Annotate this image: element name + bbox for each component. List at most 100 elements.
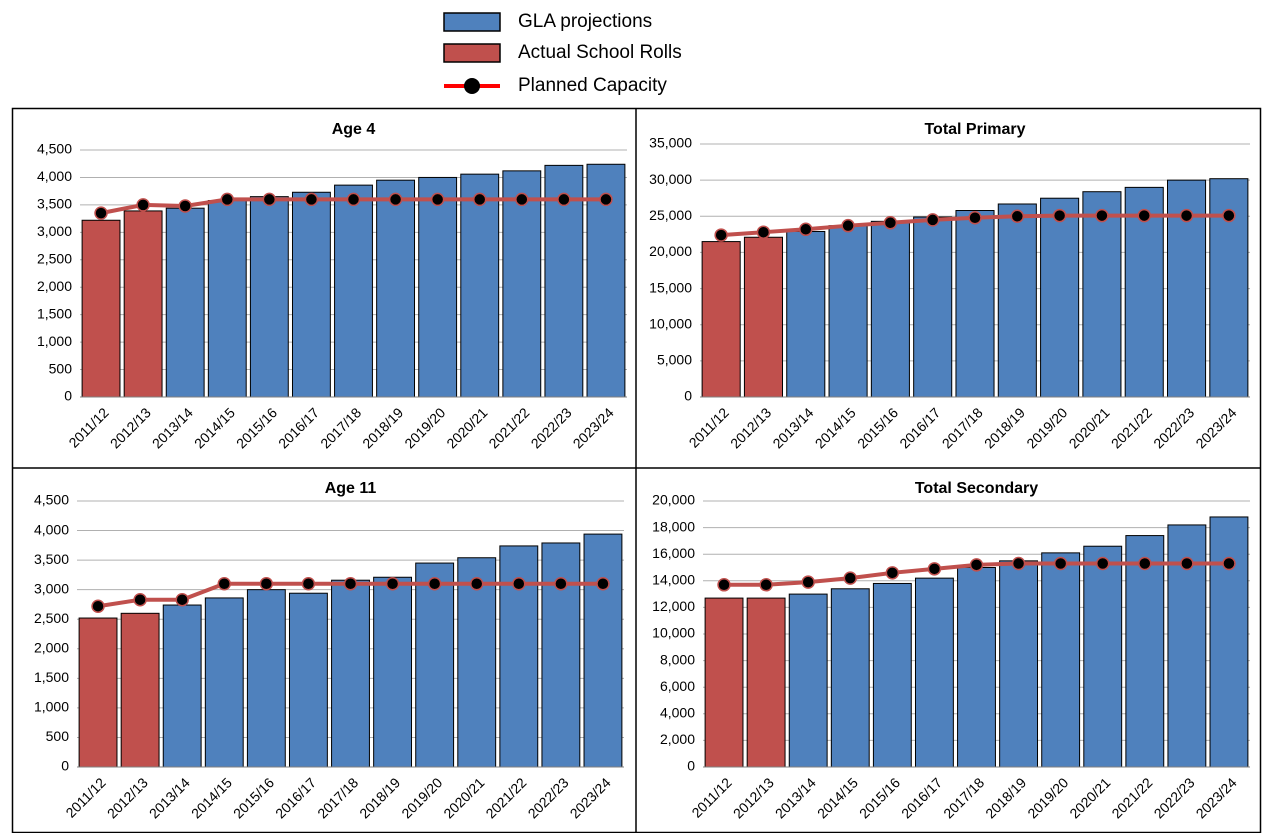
y-tick-label: 2,500 bbox=[37, 250, 72, 266]
y-tick-label: 4,000 bbox=[660, 705, 695, 721]
bar bbox=[123, 210, 163, 398]
y-tick-label: 8,000 bbox=[660, 651, 695, 667]
chart-title: Age 4 bbox=[332, 121, 376, 138]
bar bbox=[460, 173, 500, 398]
y-tick-label: 2,500 bbox=[34, 610, 69, 626]
y-tick-label: 3,000 bbox=[37, 223, 72, 239]
y-tick-label: 0 bbox=[687, 758, 695, 774]
bar bbox=[1083, 545, 1123, 768]
capacity-marker bbox=[343, 577, 358, 591]
capacity-marker bbox=[557, 192, 571, 207]
x-tick-label: 2016/17 bbox=[896, 404, 943, 451]
capacity-marker bbox=[1222, 208, 1236, 223]
bar bbox=[1040, 197, 1080, 398]
x-tick-label: 2018/19 bbox=[359, 404, 406, 451]
x-tick-label: 2011/12 bbox=[65, 404, 112, 451]
y-tick-label: 0 bbox=[64, 388, 72, 404]
bar bbox=[828, 225, 868, 398]
bar bbox=[955, 210, 995, 398]
capacity-marker bbox=[969, 558, 984, 572]
bar bbox=[1125, 535, 1165, 768]
capacity-marker bbox=[927, 562, 942, 576]
capacity-marker bbox=[759, 578, 773, 592]
x-tick-label: 2019/20 bbox=[401, 404, 448, 451]
x-tick-label: 2015/16 bbox=[856, 774, 903, 821]
y-tick-label: 10,000 bbox=[649, 315, 692, 331]
bar bbox=[743, 236, 784, 398]
y-tick-label: 4,000 bbox=[34, 521, 69, 537]
bar bbox=[502, 170, 542, 398]
capacity-marker bbox=[1095, 208, 1109, 223]
x-tick-label: 2021/22 bbox=[1108, 774, 1155, 821]
capacity-marker bbox=[259, 577, 274, 591]
x-tick-label: 2021/22 bbox=[485, 404, 532, 451]
capacity-marker bbox=[799, 222, 813, 237]
y-tick-label: 10,000 bbox=[652, 625, 695, 641]
y-tick-label: 4,000 bbox=[37, 168, 72, 184]
capacity-marker bbox=[220, 192, 235, 207]
y-tick-label: 6,000 bbox=[660, 678, 695, 694]
capacity-marker bbox=[178, 199, 192, 213]
capacity-marker bbox=[91, 599, 105, 613]
bar bbox=[872, 582, 912, 768]
chart-title: Total Secondary bbox=[915, 480, 1038, 497]
capacity-marker bbox=[515, 192, 529, 207]
capacity-marker bbox=[1179, 208, 1194, 223]
bar bbox=[1209, 516, 1249, 768]
x-tick-label: 2014/15 bbox=[812, 404, 859, 451]
x-tick-label: 2020/21 bbox=[440, 774, 487, 821]
y-tick-label: 1,500 bbox=[34, 669, 69, 685]
legend-swatch bbox=[443, 12, 501, 32]
y-tick-label: 35,000 bbox=[649, 135, 692, 151]
x-tick-label: 2011/12 bbox=[688, 774, 735, 821]
capacity-marker bbox=[175, 592, 189, 607]
capacity-marker bbox=[430, 192, 445, 207]
capacity-marker bbox=[385, 577, 400, 591]
bar bbox=[288, 592, 328, 768]
bar bbox=[997, 203, 1037, 398]
capacity-marker bbox=[388, 192, 403, 207]
x-tick-label: 2020/21 bbox=[443, 404, 490, 451]
x-tick-label: 2023/24 bbox=[570, 404, 617, 451]
x-tick-label: 2016/17 bbox=[272, 774, 319, 821]
capacity-marker bbox=[843, 571, 858, 585]
bar bbox=[1041, 552, 1081, 768]
capacity-marker bbox=[136, 198, 150, 212]
x-tick-label: 2021/22 bbox=[1108, 404, 1155, 451]
y-tick-label: 1,500 bbox=[37, 305, 72, 321]
capacity-marker bbox=[217, 577, 232, 591]
bar bbox=[457, 557, 497, 768]
y-tick-label: 2,000 bbox=[37, 278, 72, 294]
x-tick-label: 2020/21 bbox=[1066, 774, 1113, 821]
capacity-marker bbox=[756, 225, 771, 239]
x-tick-label: 2011/12 bbox=[686, 404, 733, 451]
y-tick-label: 20,000 bbox=[649, 243, 692, 259]
x-tick-label: 2013/14 bbox=[146, 774, 193, 821]
bar bbox=[704, 597, 744, 768]
bar bbox=[541, 542, 581, 768]
x-tick-label: 2015/16 bbox=[854, 404, 901, 451]
x-tick-label: 2023/24 bbox=[1193, 774, 1240, 821]
x-tick-label: 2021/22 bbox=[482, 774, 529, 821]
bar bbox=[78, 617, 118, 768]
y-tick-label: 15,000 bbox=[649, 279, 692, 295]
capacity-marker bbox=[1053, 556, 1068, 571]
x-tick-label: 2020/21 bbox=[1066, 404, 1113, 451]
x-tick-label: 2017/18 bbox=[940, 774, 987, 821]
y-tick-label: 0 bbox=[684, 388, 692, 404]
chart-title: Total Primary bbox=[924, 121, 1025, 138]
y-tick-label: 18,000 bbox=[652, 518, 695, 534]
bar bbox=[786, 230, 826, 398]
bar bbox=[1082, 191, 1122, 398]
y-tick-label: 500 bbox=[46, 728, 70, 744]
x-tick-label: 2012/13 bbox=[104, 774, 151, 821]
capacity-marker bbox=[554, 577, 568, 591]
capacity-marker bbox=[346, 192, 361, 207]
chart-title: Age 11 bbox=[325, 480, 377, 497]
capacity-marker bbox=[596, 577, 610, 591]
x-tick-label: 2022/23 bbox=[528, 404, 575, 451]
x-tick-label: 2014/15 bbox=[188, 774, 235, 821]
capacity-marker bbox=[304, 192, 319, 207]
x-tick-label: 2013/14 bbox=[772, 774, 819, 821]
